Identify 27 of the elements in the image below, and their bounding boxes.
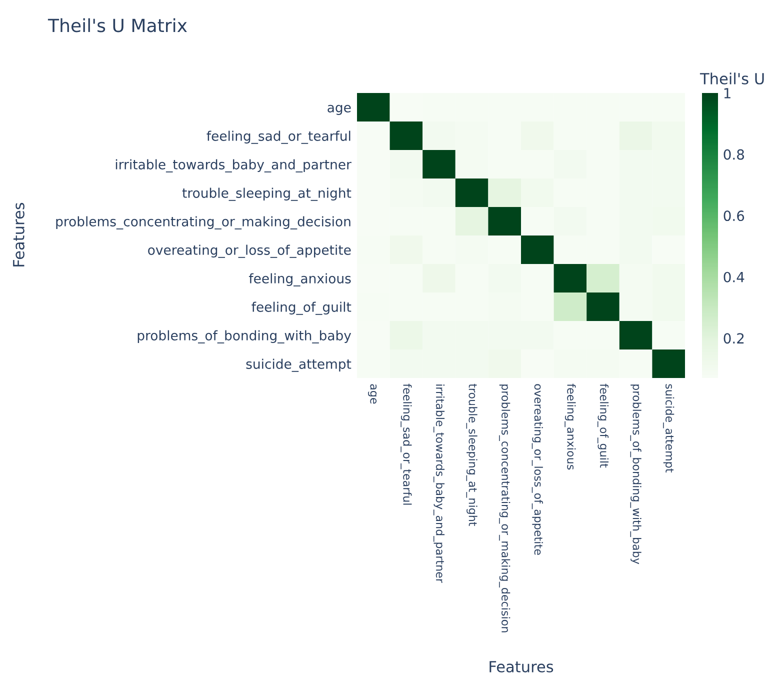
y-tick-label: feeling_anxious [248,273,351,286]
x-tick-label: trouble_sleeping_at_night [466,384,478,526]
color-bar-label: 0.6 [724,210,744,222]
color-bar-label: 0.2 [724,333,744,344]
color-bar-label: 0.4 [724,272,744,282]
y-tick-label: feeling_sad_or_tearful [206,130,350,144]
color-bar-label: 1 [724,88,730,98]
y-tick-label: trouble_sleeping_at_night [182,188,352,201]
y-tick-label: problems_of_bonding_with_baby [138,330,352,344]
y-tick-label: feeling_of_guilt [252,302,352,315]
x-tick-label: feeling_of_guilt [597,384,609,468]
x-tick-label: age [368,384,377,404]
y-axis-title: Features [13,202,24,266]
x-tick-label: problems_of_bonding_with_baby [630,384,642,564]
text: Theil's U Matrix [48,18,187,32]
y-tick-label: suicide_attempt [246,358,352,372]
color-bar-title: Theil's U [700,72,764,84]
x-tick-label: feeling_anxious [564,384,576,470]
y-tick-label: age [328,104,351,116]
x-tick-label: problems_concentrating_or_making_decision [499,384,510,632]
x-tick-label: overeating_or_loss_of_appetite [532,384,543,555]
x-axis-title: Features [490,661,554,672]
x-tick-label: suicide_attempt [663,384,674,472]
y-tick-label: overeating_or_loss_of_appetite [148,244,351,258]
color-bar-label: 0.8 [724,149,744,160]
y-tick-label: problems_concentrating_or_making_decision [56,216,350,230]
y-tick-label: irritable_towards_baby_and_partner [116,159,352,172]
